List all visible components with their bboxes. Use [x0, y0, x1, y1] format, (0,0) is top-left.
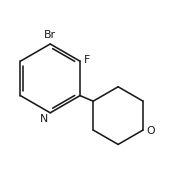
Text: N: N — [40, 114, 48, 124]
Text: O: O — [146, 126, 155, 136]
Text: Br: Br — [44, 30, 56, 40]
Text: F: F — [84, 55, 90, 65]
